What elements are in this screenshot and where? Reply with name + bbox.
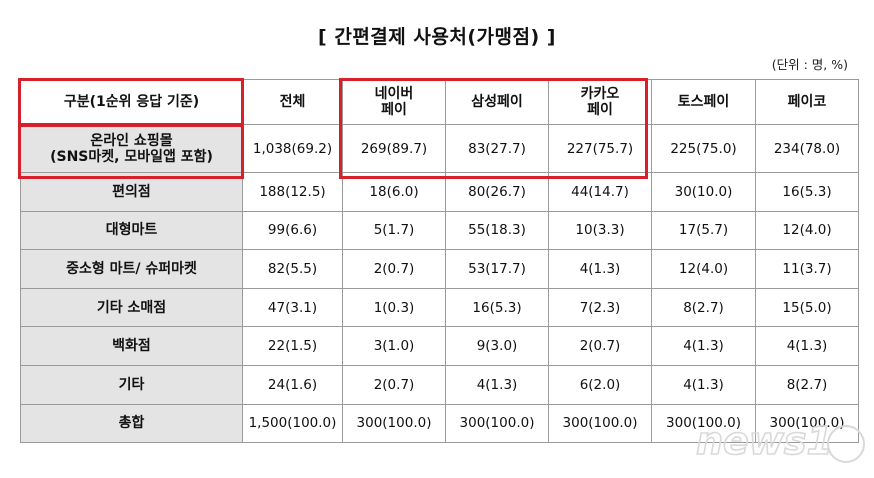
table-cell: 16(5.3): [445, 287, 549, 328]
row-label: 백화점: [20, 326, 243, 366]
table-cell: 6(2.0): [548, 364, 652, 405]
header-kakaopay: 카카오 페이: [548, 79, 652, 125]
table-cell: 3(1.0): [342, 326, 446, 366]
row-label: 총합: [20, 403, 243, 444]
table-cell: 83(27.7): [445, 124, 549, 173]
header-tosspay: 토스페이: [651, 79, 756, 125]
table-cell: 4(1.3): [755, 326, 859, 366]
unit-note: (단위 : 명, %): [771, 57, 848, 72]
header-payco: 페이코: [755, 79, 859, 125]
table-cell: 7(2.3): [548, 287, 652, 328]
table-row: 기타 24(1.6) 2(0.7) 4(1.3) 6(2.0) 4(1.3) 8(2.7): [20, 364, 859, 405]
table-cell: 80(26.7): [445, 172, 549, 212]
row-label: 편의점: [20, 172, 243, 212]
table-cell: 1,038(69.2): [242, 124, 343, 173]
table-cell: 18(6.0): [342, 172, 446, 212]
table-cell: 44(14.7): [548, 172, 652, 212]
table-cell: 55(18.3): [445, 210, 549, 251]
table-cell: 8(2.7): [755, 364, 859, 405]
table-cell: 2(0.7): [342, 364, 446, 405]
table-cell: 15(5.0): [755, 287, 859, 328]
table-row: 중소형 마트/ 슈퍼마켓 82(5.5) 2(0.7) 53(17.7) 4(1.3) 1…: [20, 249, 859, 289]
header-samsungpay: 삼성페이: [445, 79, 549, 125]
svg-text:news1: news1: [696, 419, 833, 463]
row-label: 온라인 쇼핑몰 (SNS마켓, 모바일앱 포함): [20, 124, 243, 173]
header-naverpay: 네이버 페이: [342, 79, 446, 125]
table-cell: 12(4.0): [755, 210, 859, 251]
table-cell: 5(1.7): [342, 210, 446, 251]
table-cell: 188(12.5): [242, 172, 343, 212]
table-row: 총합 1,500(100.0) 300(100.0) 300(100.0) 300(10…: [20, 403, 859, 444]
table-cell: 234(78.0): [755, 124, 859, 173]
table-cell: 11(3.7): [755, 249, 859, 289]
table-cell: 53(17.7): [445, 249, 549, 289]
table-row: 대형마트 99(6.6) 5(1.7) 55(18.3) 10(3.3) 17(5.7) 1…: [20, 210, 859, 251]
table-cell: 4(1.3): [651, 326, 756, 366]
header-total: 전체: [242, 79, 343, 125]
table-cell: 4(1.3): [651, 364, 756, 405]
table-cell: 16(5.3): [755, 172, 859, 212]
table-row: 편의점 188(12.5) 18(6.0) 80(26.7) 44(14.7) 30(10…: [20, 172, 859, 212]
table-cell: 4(1.3): [548, 249, 652, 289]
table-cell: 82(5.5): [242, 249, 343, 289]
row-label: 기타: [20, 364, 243, 405]
table-cell: 2(0.7): [342, 249, 446, 289]
table-cell: 24(1.6): [242, 364, 343, 405]
table-cell: 47(3.1): [242, 287, 343, 328]
table-cell: 9(3.0): [445, 326, 549, 366]
table-cell: 1(0.3): [342, 287, 446, 328]
table-cell: 225(75.0): [651, 124, 756, 173]
news1-watermark-logo: news1: [695, 418, 865, 464]
table-cell: 12(4.0): [651, 249, 756, 289]
table-row: 백화점 22(1.5) 3(1.0) 9(3.0) 2(0.7) 4(1.3) 4(1.3): [20, 326, 859, 366]
table-cell: 300(100.0): [342, 403, 446, 444]
table-cell: 300(100.0): [651, 403, 756, 444]
table-cell: 300(100.0): [548, 403, 652, 444]
table-cell: 10(3.3): [548, 210, 652, 251]
table-cell: 4(1.3): [445, 364, 549, 405]
row-label: 중소형 마트/ 슈퍼마켓: [20, 249, 243, 289]
table-row: 기타 소매점 47(3.1) 1(0.3) 16(5.3) 7(2.3) 8(2.7) 15…: [20, 287, 859, 328]
table-cell: 30(10.0): [651, 172, 756, 212]
table-row: 온라인 쇼핑몰 (SNS마켓, 모바일앱 포함) 1,038(69.2) 269(8…: [20, 124, 859, 173]
table-cell: 2(0.7): [548, 326, 652, 366]
table-cell: 8(2.7): [651, 287, 756, 328]
table-cell: 1,500(100.0): [242, 403, 343, 444]
page-title: [ 간편결제 사용처(가맹점) ]: [318, 26, 556, 48]
table-cell: 17(5.7): [651, 210, 756, 251]
table-cell: 269(89.7): [342, 124, 446, 173]
header-category: 구분(1순위 응답 기준): [20, 79, 243, 125]
table-cell: 300(100.0): [755, 403, 859, 444]
payment-usage-table: 구분(1순위 응답 기준) 전체 네이버 페이 삼성페이 카카오 페이 토스페이…: [20, 79, 859, 444]
row-label: 기타 소매점: [20, 287, 243, 328]
table-cell: 99(6.6): [242, 210, 343, 251]
table-cell: 300(100.0): [445, 403, 549, 444]
row-label: 대형마트: [20, 210, 243, 251]
table-cell: 22(1.5): [242, 326, 343, 366]
table-cell: 227(75.7): [548, 124, 652, 173]
